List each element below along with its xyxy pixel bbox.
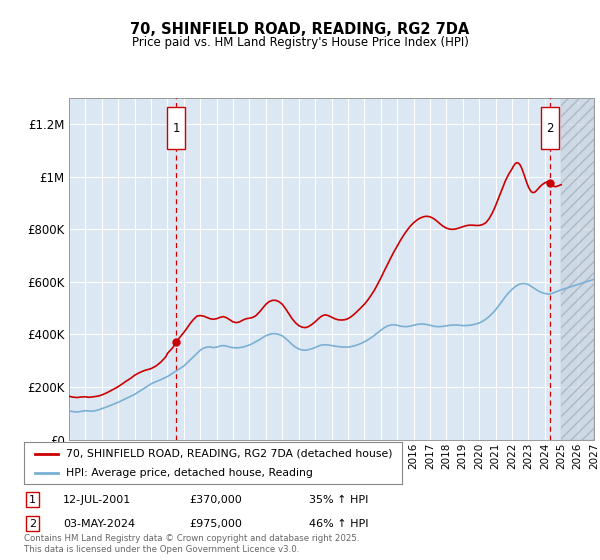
FancyBboxPatch shape [541, 107, 559, 149]
Text: 35% ↑ HPI: 35% ↑ HPI [309, 494, 368, 505]
Text: 1: 1 [29, 494, 36, 505]
Text: 03-MAY-2024: 03-MAY-2024 [63, 519, 135, 529]
Text: 12-JUL-2001: 12-JUL-2001 [63, 494, 131, 505]
Text: Price paid vs. HM Land Registry's House Price Index (HPI): Price paid vs. HM Land Registry's House … [131, 36, 469, 49]
Text: 70, SHINFIELD ROAD, READING, RG2 7DA (detached house): 70, SHINFIELD ROAD, READING, RG2 7DA (de… [65, 449, 392, 459]
Text: 46% ↑ HPI: 46% ↑ HPI [309, 519, 368, 529]
Text: HPI: Average price, detached house, Reading: HPI: Average price, detached house, Read… [65, 468, 313, 478]
Text: 1: 1 [172, 122, 180, 135]
Text: 2: 2 [547, 122, 554, 135]
Bar [561, 98, 594, 440]
Text: 2: 2 [29, 519, 36, 529]
Text: £975,000: £975,000 [189, 519, 242, 529]
Text: Contains HM Land Registry data © Crown copyright and database right 2025.
This d: Contains HM Land Registry data © Crown c… [24, 534, 359, 554]
Text: 70, SHINFIELD ROAD, READING, RG2 7DA: 70, SHINFIELD ROAD, READING, RG2 7DA [130, 22, 470, 38]
Text: £370,000: £370,000 [189, 494, 242, 505]
FancyBboxPatch shape [167, 107, 185, 149]
